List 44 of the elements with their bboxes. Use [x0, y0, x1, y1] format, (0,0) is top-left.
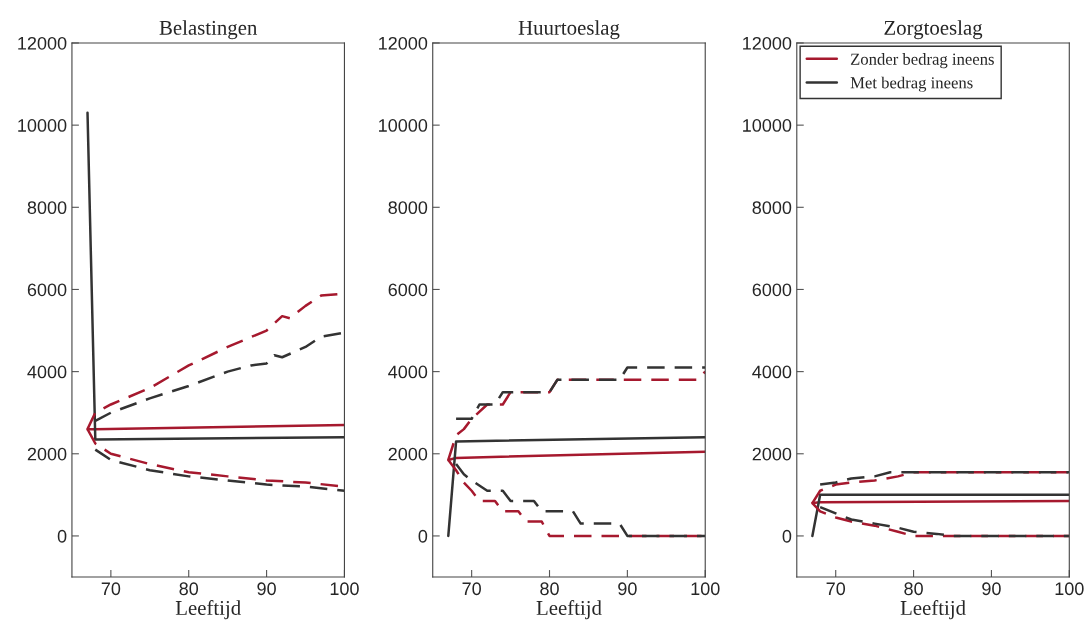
y-tick-label: 2000 — [388, 447, 428, 461]
x-tick-label: 100 — [1055, 582, 1084, 596]
y-tick-label: 4000 — [752, 365, 792, 379]
x-tick-label: 90 — [982, 582, 1001, 596]
y-tick-label: 4000 — [388, 365, 428, 379]
x-tick-label: 100 — [691, 582, 720, 596]
y-tick-label: 12000 — [743, 36, 792, 50]
y-tick-label: 10000 — [18, 119, 67, 132]
y-tick-label: 2000 — [27, 447, 67, 461]
legend-label: Zonder bedrag ineens — [850, 53, 994, 69]
y-tick-label: 6000 — [388, 283, 428, 297]
y-tick-label: 6000 — [27, 283, 67, 297]
x-axis-title: Leeftijd — [536, 600, 602, 620]
x-tick-label: 70 — [462, 582, 481, 596]
x-tick-label: 80 — [904, 582, 923, 596]
y-tick-label: 0 — [57, 529, 67, 543]
x-axis-title: Leeftijd — [175, 600, 241, 620]
y-tick-label: 8000 — [752, 201, 792, 215]
x-tick-label: 90 — [257, 582, 276, 596]
y-tick-label: 2000 — [752, 447, 792, 461]
y-tick-label: 6000 — [752, 283, 792, 297]
y-tick-label: 8000 — [27, 201, 67, 215]
y-tick-label: 12000 — [379, 36, 428, 50]
y-tick-label: 8000 — [388, 201, 428, 215]
chart-title: Zorgtoeslag — [884, 20, 983, 40]
y-tick-label: 4000 — [27, 365, 67, 379]
chart-title: Belastingen — [159, 20, 258, 40]
line-series — [818, 471, 1070, 486]
x-tick-label: 70 — [826, 582, 846, 596]
x-tick-label: 80 — [540, 582, 559, 596]
chart-title: Huurtoeslag — [518, 20, 620, 40]
x-tick-label: 100 — [330, 582, 359, 596]
y-tick-label: 0 — [418, 529, 428, 543]
y-tick-label: 10000 — [743, 119, 792, 132]
x-tick-label: 80 — [179, 582, 199, 596]
legend-label: Met bedrag ineens — [850, 76, 973, 92]
x-tick-label: 70 — [101, 582, 121, 596]
y-tick-label: 12000 — [18, 36, 67, 50]
y-tick-label: 0 — [782, 529, 792, 543]
x-axis-title: Leeftijd — [900, 600, 966, 620]
line-series — [94, 448, 345, 492]
x-tick-label: 90 — [618, 582, 637, 596]
y-tick-label: 10000 — [379, 119, 428, 132]
line-series — [454, 366, 706, 421]
